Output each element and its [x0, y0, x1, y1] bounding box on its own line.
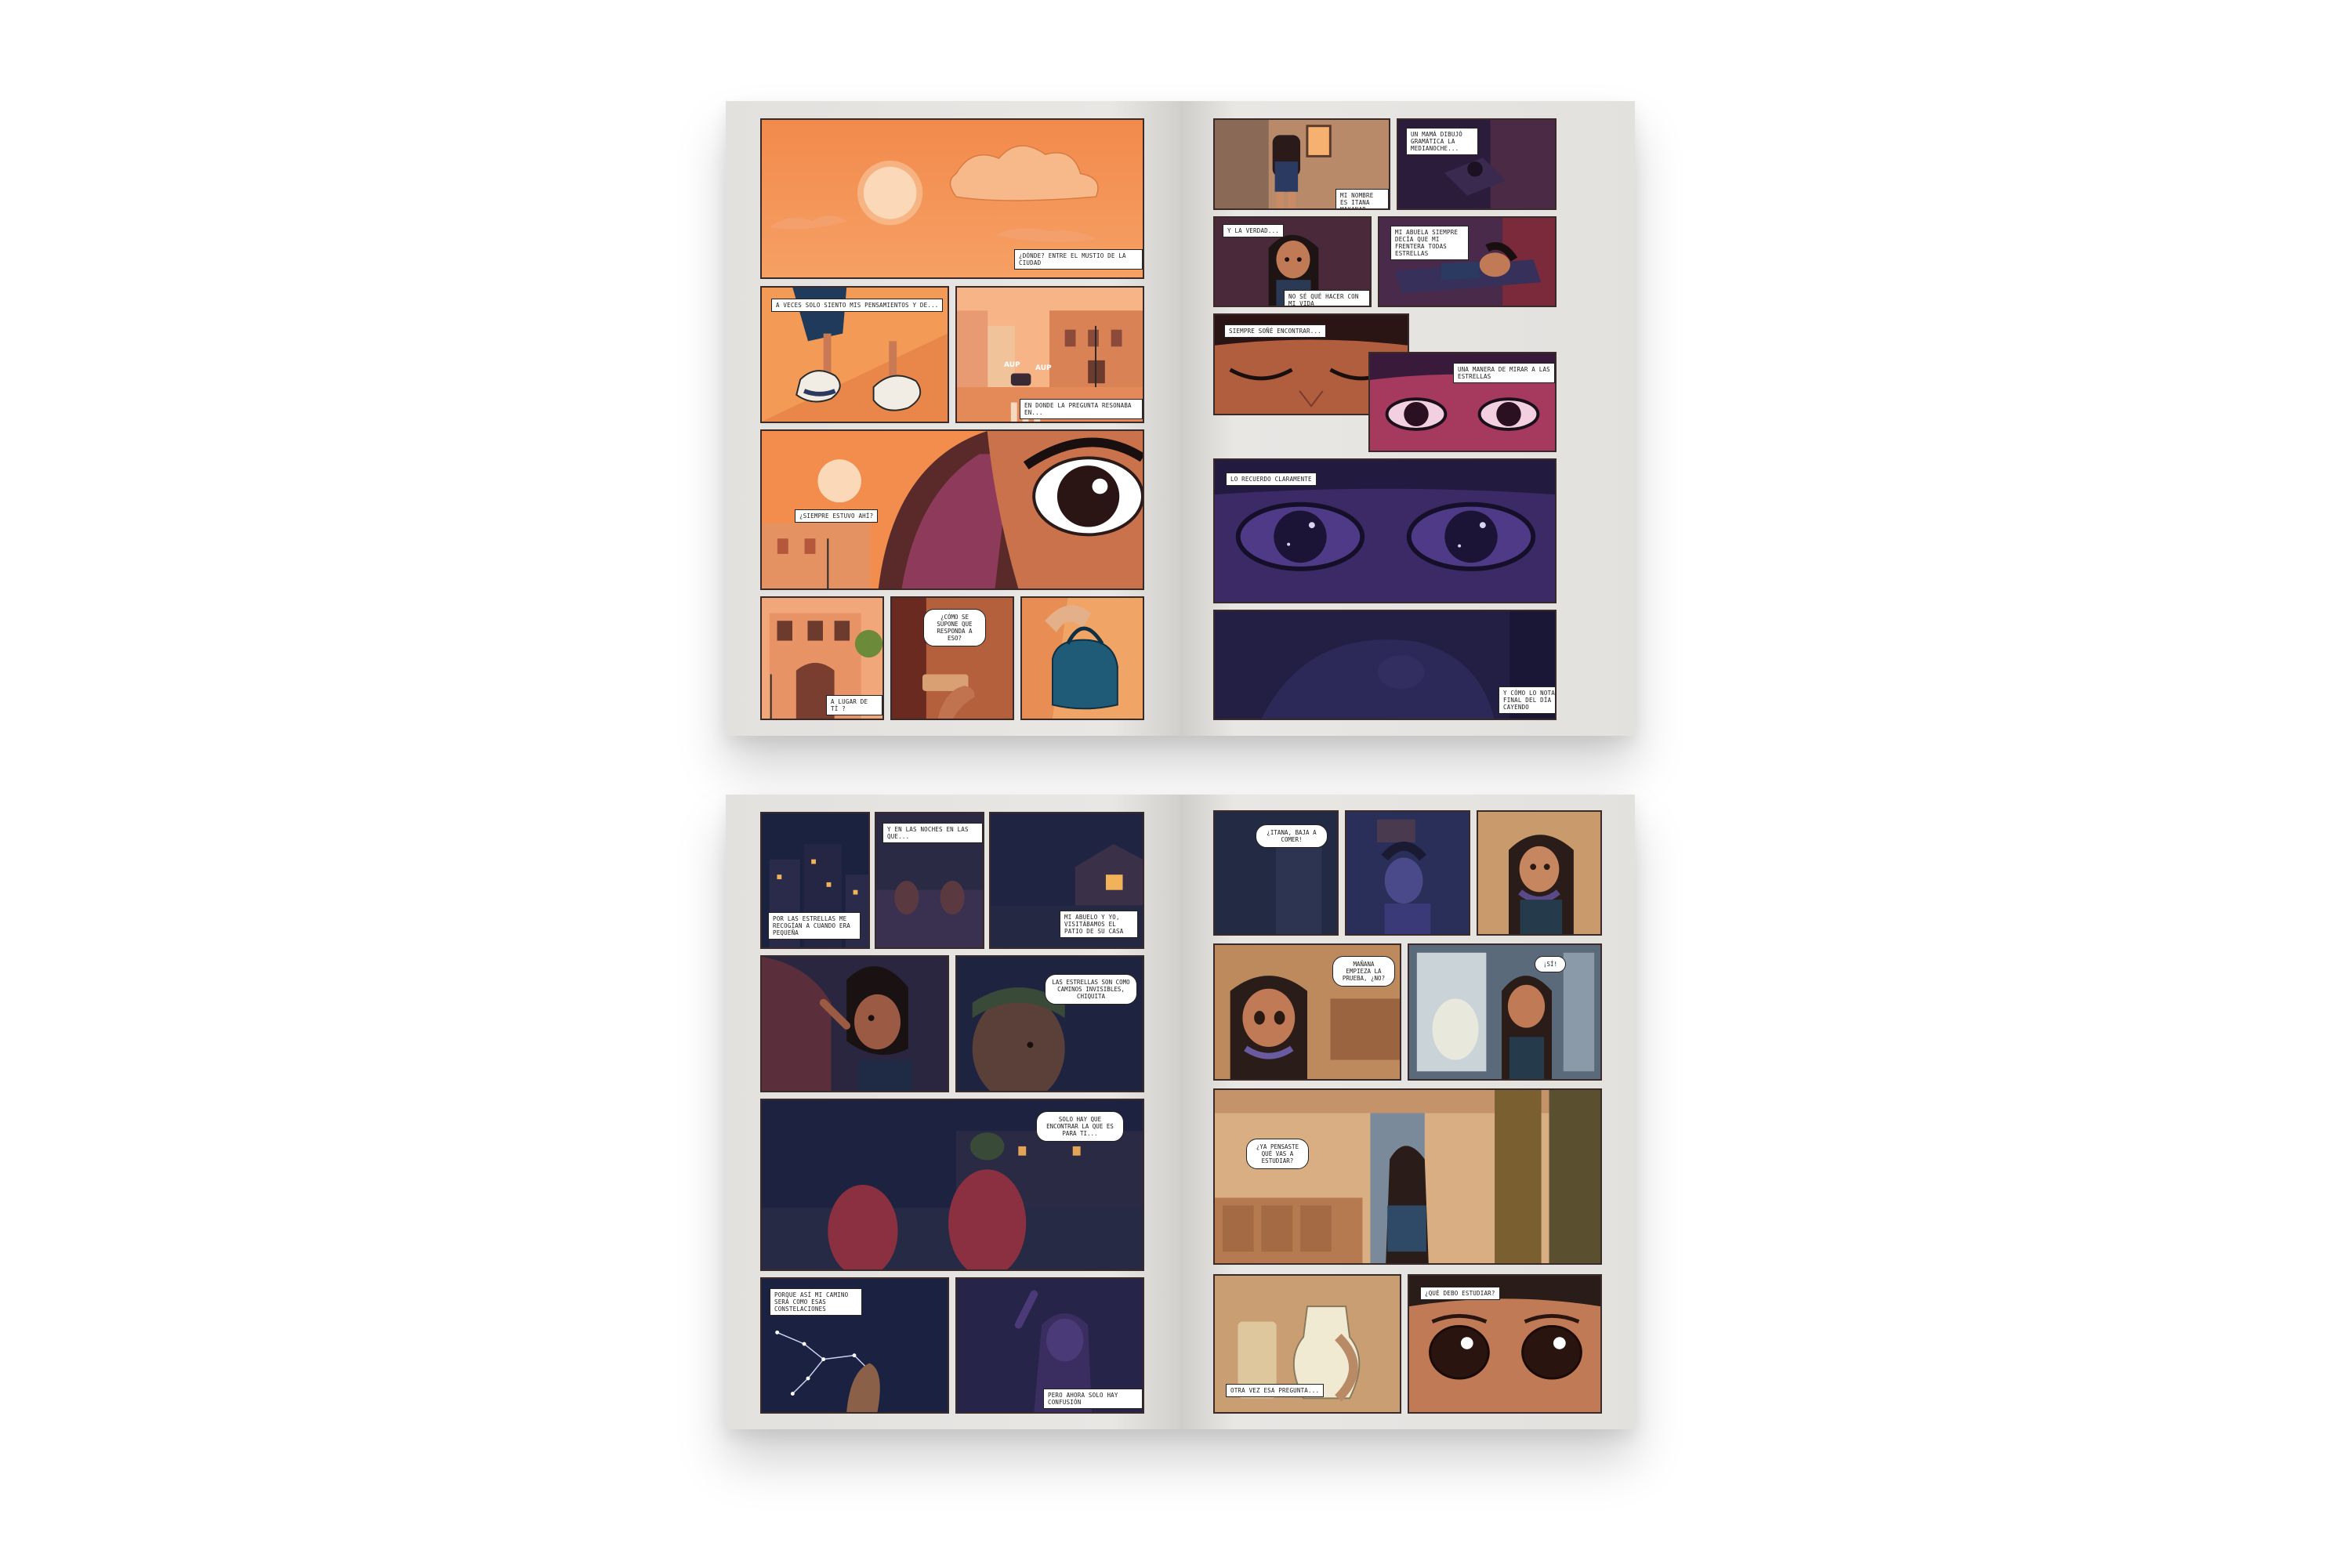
- comic-spread-bottom: POR LAS ESTRELLAS ME RECOGÍAN A CUANDO E…: [726, 795, 1635, 1429]
- sound-effect: AUP: [1004, 361, 1020, 369]
- girl-lying-illustration: [1379, 218, 1555, 306]
- comic-spread-top: ¿DÓNDE? ENTRE EL MUSTIO DE LA CIUDAD A V…: [726, 101, 1635, 736]
- panel-mother-talk: MAÑANA EMPIEZA LA PRUEBA, ¿NO?: [1213, 943, 1401, 1081]
- sunset-sky-illustration: [762, 120, 1143, 277]
- panel-grandpa: LAS ESTRELLAS SON COMO CAMINOS INVISIBLE…: [955, 955, 1144, 1092]
- panel-kitchen: ¿YA PENSASTE QUÉ VAS A ESTUDIAR?: [1213, 1088, 1602, 1265]
- panel-night-city: POR LAS ESTRELLAS ME RECOGÍAN A CUANDO E…: [760, 812, 870, 949]
- caption-box: EN DONDE LA PREGUNTA RESONABA EN...: [1020, 399, 1143, 419]
- caption-box: MI NOMBRE ES ITANA MAKANAR: [1335, 189, 1389, 208]
- girl-bed-illustration: [1346, 812, 1469, 934]
- speech-bubble: MAÑANA EMPIEZA LA PRUEBA, ¿NO?: [1332, 956, 1395, 987]
- speech-bubble: ¡SÍ!: [1535, 956, 1566, 972]
- caption-box: MI ABUELA SIEMPRE DECÍA QUE MI FRENTERA …: [1390, 226, 1469, 260]
- caption-box: UN MAMÁ DIBUJÓ GRAMÁTICA LA MEDIANOCHE..…: [1406, 128, 1478, 155]
- page-left-bottom: POR LAS ESTRELLAS ME RECOGÍAN A CUANDO E…: [726, 795, 1180, 1429]
- panel-girl-reaching: PERO AHORA SOLO HAY CONFUSIÓN: [955, 1277, 1144, 1414]
- girl-headphones-illustration: [1478, 812, 1600, 934]
- caption-box: PORQUE ASÍ MI CAMINO SERÁ COMO ESAS CONS…: [770, 1288, 862, 1316]
- page-right-bottom: ¿ITANA, BAJA A COMER!: [1180, 795, 1635, 1429]
- panel-worried-face: ¿QUÉ DEBO ESTUDIAR?: [1408, 1274, 1602, 1414]
- caption-box: ¿QUÉ DEBO ESTUDIAR?: [1420, 1287, 1500, 1300]
- panel-sunset-sky: ¿DÓNDE? ENTRE EL MUSTIO DE LA CIUDAD: [760, 118, 1144, 279]
- panel-closed-eyes: SIEMPRE SOÑÉ ENCONTRAR...: [1213, 313, 1409, 415]
- panel-dark-door: ¿ITANA, BAJA A COMER!: [1213, 810, 1339, 936]
- sound-effect: AUP: [1035, 364, 1052, 372]
- panel-starry-eyes: LO RECUERDO CLARAMENTE: [1213, 458, 1557, 603]
- panel-house: A LUGAR DE TÍ ?: [760, 596, 884, 720]
- caption-box: NO SÉ QUÉ HACER CON MI VIDA: [1284, 290, 1370, 306]
- caption-box: ¿DÓNDE? ENTRE EL MUSTIO DE LA CIUDAD: [1014, 249, 1143, 270]
- bag-illustration: [1022, 598, 1143, 719]
- caption-box: LO RECUERDO CLARAMENTE: [1226, 473, 1317, 486]
- kitchen-illustration: [1215, 1090, 1600, 1263]
- panel-girl-portrait: Y LA VERDAD... NO SÉ QUÉ HACER CON MI VI…: [1213, 216, 1372, 307]
- caption-box: Y CÓMO LO NOTAMOS AL FINAL DEL DÍA SEGUÍ…: [1499, 686, 1555, 714]
- speech-bubble: ¿YA PENSASTE QUÉ VAS A ESTUDIAR?: [1246, 1139, 1309, 1169]
- panel-open-eyes: UNA MANERA DE MIRAR A LAS ESTRELLAS: [1368, 352, 1557, 452]
- speech-bubble: LAS ESTRELLAS SON COMO CAMINOS INVISIBLE…: [1045, 974, 1137, 1005]
- panel-backs-night: SOLO HAY QUE ENCONTRAR LA QUE ES PARA TI…: [760, 1099, 1144, 1271]
- caption-box: MI ABUELO Y YO, VISITÁBAMOS EL PATIO DE …: [1060, 911, 1138, 938]
- panel-city-street: AUP AUP EN DONDE LA PREGUNTA RESONABA EN…: [955, 286, 1144, 423]
- speech-bubble: SOLO HAY QUE ENCONTRAR LA QUE ES PARA TI…: [1036, 1111, 1124, 1142]
- panel-girl-headphones: [1477, 810, 1602, 936]
- caption-box: POR LAS ESTRELLAS ME RECOGÍAN A CUANDO E…: [768, 912, 861, 940]
- caption-box: Y EN LAS NOCHES EN LAS QUE...: [882, 823, 983, 843]
- panel-bag: [1020, 596, 1144, 720]
- panel-girl-bed: [1345, 810, 1470, 936]
- caption-box: ¿SIEMPRE ESTUVO AHÍ?: [795, 509, 879, 523]
- panel-dark-bedroom: Y CÓMO LO NOTAMOS AL FINAL DEL DÍA SEGUÍ…: [1213, 610, 1557, 720]
- panel-door-hand: ¿CÓMO SE SUPONE QUE RESPONDA A ESO?: [890, 596, 1014, 720]
- speech-bubble: ¿ITANA, BAJA A COMER!: [1256, 824, 1328, 848]
- panel-family-porch: Y EN LAS NOCHES EN LAS QUE...: [875, 812, 984, 949]
- panel-walking-sneakers: A VECES SOLO SIENTO MIS PENSAMIENTOS Y D…: [760, 286, 949, 423]
- panel-girl-lying: MI ABUELA SIEMPRE DECÍA QUE MI FRENTERA …: [1378, 216, 1557, 307]
- panel-fridge-open: ¡SÍ!: [1408, 943, 1602, 1081]
- panel-girl-window: MI NOMBRE ES ITANA MAKANAR: [1213, 118, 1390, 210]
- page-right-top: MI NOMBRE ES ITANA MAKANAR UN MAMÁ DIBUJ…: [1180, 101, 1635, 736]
- caption-box: A VECES SOLO SIENTO MIS PENSAMIENTOS Y D…: [771, 299, 944, 312]
- panel-bedroom-night: UN MAMÁ DIBUJÓ GRAMÁTICA LA MEDIANOCHE..…: [1397, 118, 1557, 210]
- caption-box: SIEMPRE SOÑÉ ENCONTRAR...: [1224, 324, 1326, 338]
- caption-box: Y LA VERDAD...: [1223, 224, 1285, 237]
- panel-sunset-eye: ¿SIEMPRE ESTUVO AHÍ?: [760, 429, 1144, 590]
- sunset-eye-illustration: [762, 431, 1143, 588]
- page-left-top: ¿DÓNDE? ENTRE EL MUSTIO DE LA CIUDAD A V…: [726, 101, 1180, 736]
- panel-constellations: PORQUE ASÍ MI CAMINO SERÁ COMO ESAS CONS…: [760, 1277, 949, 1414]
- caption-box: UNA MANERA DE MIRAR A LAS ESTRELLAS: [1453, 363, 1555, 383]
- caption-box: A LUGAR DE TÍ ?: [826, 695, 882, 715]
- girl-pointing-illustration: [762, 957, 948, 1091]
- speech-bubble: ¿CÓMO SE SUPONE QUE RESPONDA A ESO?: [923, 609, 986, 646]
- caption-box: OTRA VEZ ESA PREGUNTA...: [1226, 1384, 1325, 1397]
- panel-night-houses: MI ABUELO Y YO, VISITÁBAMOS EL PATIO DE …: [989, 812, 1144, 949]
- fridge-open-illustration: [1409, 945, 1600, 1079]
- caption-box: PERO AHORA SOLO HAY CONFUSIÓN: [1043, 1389, 1143, 1409]
- panel-milk-jug: OTRA VEZ ESA PREGUNTA...: [1213, 1274, 1401, 1414]
- panel-girl-pointing: [760, 955, 949, 1092]
